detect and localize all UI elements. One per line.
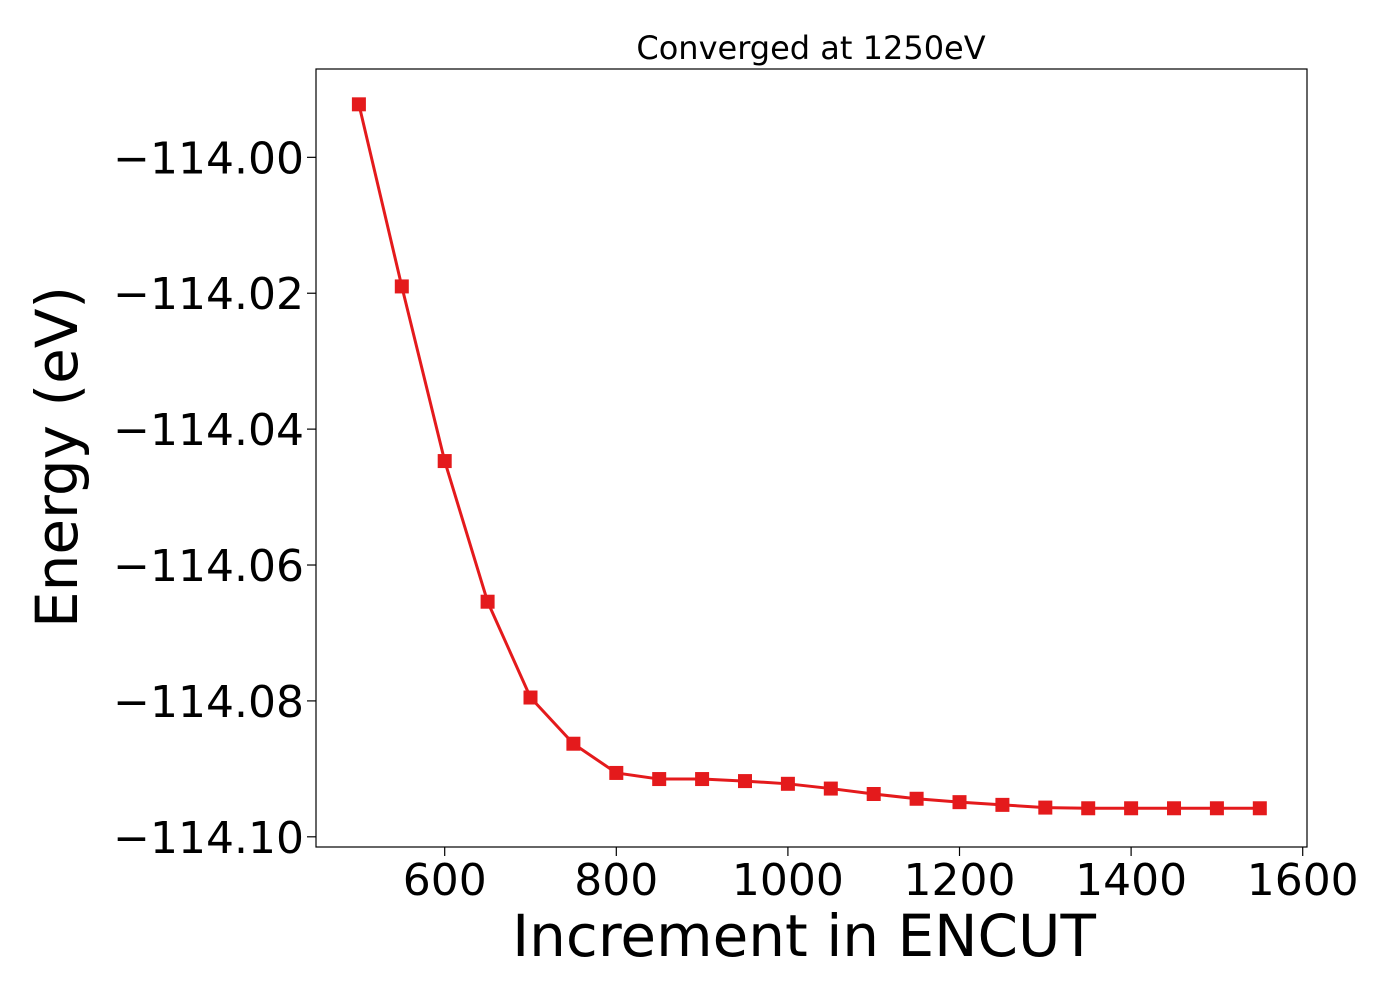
data-point (351, 97, 366, 112)
plot-frame (315, 68, 1308, 848)
data-point (952, 795, 967, 810)
x-tick-label: 1600 (1247, 855, 1359, 906)
data-point (738, 774, 752, 789)
data-point (1209, 801, 1224, 816)
data-point (995, 797, 1010, 812)
chart-title: Converged at 1250eV (636, 29, 985, 67)
data-point (780, 776, 795, 791)
y-tick-label: −114.02 (113, 269, 304, 320)
y-tick-label: −114.04 (113, 405, 304, 456)
x-tick-label: 1000 (732, 855, 844, 906)
series-line (357, 103, 1260, 810)
y-tick-label: −114.00 (113, 133, 304, 184)
data-point (652, 772, 667, 787)
data-point (1081, 801, 1096, 816)
x-tick-label: 800 (574, 855, 658, 906)
data-point (437, 454, 452, 469)
y-tick-label: −114.06 (113, 541, 304, 592)
data-point (609, 765, 624, 780)
data-point (1038, 800, 1053, 815)
plot-area: 600 800 1000 1200 1400 1600 −114.00 −114.02 −114… (113, 68, 1359, 906)
data-point (695, 772, 710, 787)
data-point (523, 690, 538, 705)
x-tick-label: 1400 (1075, 855, 1187, 906)
data-point (866, 787, 881, 801)
data-point (480, 594, 495, 609)
data-point (394, 279, 409, 294)
y-tick-label: −114.10 (113, 813, 304, 864)
data-point (1124, 801, 1139, 816)
x-tick-label: 600 (403, 855, 487, 906)
data-point (1252, 801, 1267, 816)
x-tick-label: 1200 (904, 855, 1016, 906)
data-point (566, 736, 581, 751)
data-point (909, 791, 924, 806)
y-tick-label: −114.08 (113, 677, 304, 728)
x-axis-title: Increment in ENCUT (512, 902, 1096, 970)
y-axis-title: Energy (eV) (23, 286, 91, 628)
data-point (1167, 801, 1182, 816)
data-point (823, 781, 838, 796)
